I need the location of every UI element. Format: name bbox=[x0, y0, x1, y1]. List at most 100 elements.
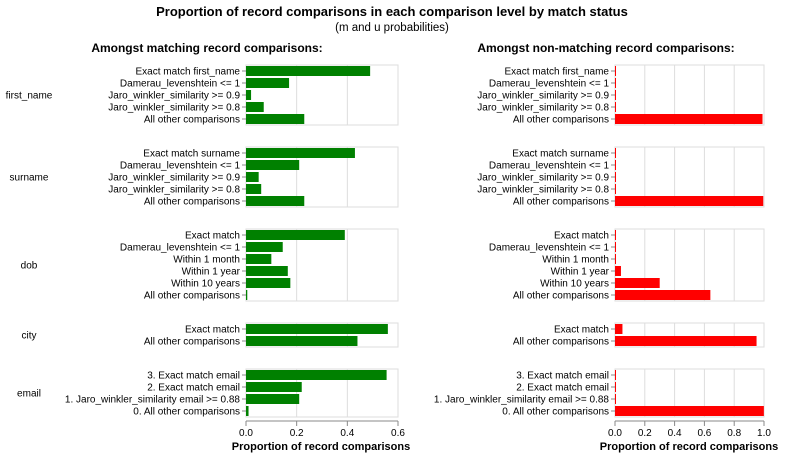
bar-non-matching-dob-4 bbox=[615, 278, 660, 288]
bar-non-matching-city-0 bbox=[615, 324, 623, 334]
bar-non-matching-dob-1 bbox=[615, 242, 616, 252]
bar-matching-email-1 bbox=[246, 382, 302, 392]
x-tick-label-non-matching-2: 0.4 bbox=[668, 428, 682, 439]
row-label-matching-dob-1: Damerau_levenshtein <= 1 bbox=[120, 243, 241, 254]
bar-non-matching-first_name-1 bbox=[615, 78, 616, 88]
bar-non-matching-dob-2 bbox=[615, 254, 616, 264]
panel-title-matching: Amongst matching record comparisons: bbox=[91, 41, 322, 55]
bar-matching-email-0 bbox=[246, 370, 387, 380]
x-tick-label-non-matching-4: 0.8 bbox=[727, 428, 741, 439]
bar-matching-email-2 bbox=[246, 394, 300, 404]
x-tick-label-matching-2: 0.4 bbox=[340, 428, 354, 439]
bar-matching-dob-0 bbox=[246, 230, 345, 240]
bar-matching-dob-5 bbox=[246, 290, 248, 300]
row-label-matching-first_name-2: Jaro_winkler_similarity >= 0.9 bbox=[108, 91, 240, 102]
bar-matching-dob-3 bbox=[246, 266, 288, 276]
group-label-dob: dob bbox=[21, 261, 38, 272]
row-label-non-matching-surname-4: All other comparisons bbox=[513, 197, 609, 208]
row-label-matching-email-3: 0. All other comparisons bbox=[133, 407, 240, 418]
row-label-non-matching-dob-0: Exact match bbox=[554, 231, 609, 242]
row-label-matching-first_name-4: All other comparisons bbox=[144, 115, 240, 126]
row-label-matching-dob-2: Within 1 month bbox=[173, 255, 240, 266]
bar-matching-first_name-0 bbox=[246, 66, 371, 76]
bar-non-matching-first_name-2 bbox=[615, 90, 616, 100]
bar-matching-first_name-2 bbox=[246, 90, 252, 100]
row-label-non-matching-email-0: 3. Exact match email bbox=[516, 371, 609, 382]
bar-non-matching-first_name-0 bbox=[615, 66, 616, 76]
row-label-non-matching-dob-3: Within 1 year bbox=[551, 267, 610, 278]
plot-frame-non-matching-dob bbox=[614, 228, 765, 302]
row-label-matching-dob-0: Exact match bbox=[185, 231, 240, 242]
plot-frame-matching-city bbox=[245, 322, 399, 348]
x-tick-label-non-matching-3: 0.6 bbox=[697, 428, 711, 439]
group-label-city: city bbox=[22, 331, 37, 342]
row-label-non-matching-first_name-2: Jaro_winkler_similarity >= 0.9 bbox=[477, 91, 609, 102]
plot-frame-non-matching-city bbox=[614, 322, 765, 348]
bar-matching-first_name-3 bbox=[246, 102, 264, 112]
row-label-non-matching-email-2: 1. Jaro_winkler_similarity email >= 0.88 bbox=[434, 395, 610, 406]
row-label-matching-surname-1: Damerau_levenshtein <= 1 bbox=[120, 161, 241, 172]
row-label-non-matching-dob-1: Damerau_levenshtein <= 1 bbox=[489, 243, 610, 254]
plot-frame-non-matching-email bbox=[614, 368, 765, 418]
bar-non-matching-email-3 bbox=[615, 406, 764, 416]
row-label-non-matching-email-3: 0. All other comparisons bbox=[502, 407, 609, 418]
row-label-non-matching-dob-4: Within 10 years bbox=[540, 279, 609, 290]
bar-non-matching-city-1 bbox=[615, 336, 757, 346]
bar-non-matching-first_name-4 bbox=[615, 114, 763, 124]
row-label-non-matching-surname-3: Jaro_winkler_similarity >= 0.8 bbox=[477, 185, 609, 196]
bar-non-matching-dob-5 bbox=[615, 290, 711, 300]
group-label-first_name: first_name bbox=[6, 91, 53, 102]
row-label-non-matching-dob-5: All other comparisons bbox=[513, 291, 609, 302]
bar-matching-dob-1 bbox=[246, 242, 283, 252]
bar-matching-city-0 bbox=[246, 324, 388, 334]
bar-non-matching-dob-3 bbox=[615, 266, 621, 276]
bar-non-matching-surname-0 bbox=[615, 148, 616, 158]
bar-matching-surname-2 bbox=[246, 172, 259, 182]
row-label-matching-surname-4: All other comparisons bbox=[144, 197, 240, 208]
x-tick-label-matching-0: 0.0 bbox=[239, 428, 253, 439]
row-label-matching-dob-3: Within 1 year bbox=[182, 267, 241, 278]
row-label-matching-first_name-3: Jaro_winkler_similarity >= 0.8 bbox=[108, 103, 240, 114]
plot-frame-matching-dob bbox=[245, 228, 399, 302]
row-label-matching-city-1: All other comparisons bbox=[144, 337, 240, 348]
bar-matching-dob-2 bbox=[246, 254, 272, 264]
bar-matching-first_name-1 bbox=[246, 78, 290, 88]
x-tick-label-matching-1: 0.2 bbox=[290, 428, 304, 439]
row-label-matching-first_name-1: Damerau_levenshtein <= 1 bbox=[120, 79, 241, 90]
group-label-email: email bbox=[17, 389, 41, 400]
row-label-matching-surname-3: Jaro_winkler_similarity >= 0.8 bbox=[108, 185, 240, 196]
row-label-non-matching-surname-2: Jaro_winkler_similarity >= 0.9 bbox=[477, 173, 609, 184]
bar-matching-email-3 bbox=[246, 406, 249, 416]
bar-matching-first_name-4 bbox=[246, 114, 305, 124]
bar-matching-surname-3 bbox=[246, 184, 262, 194]
row-label-matching-surname-0: Exact match surname bbox=[143, 149, 240, 160]
row-label-matching-dob-5: All other comparisons bbox=[144, 291, 240, 302]
row-label-non-matching-surname-1: Damerau_levenshtein <= 1 bbox=[489, 161, 610, 172]
x-tick-label-matching-3: 0.6 bbox=[391, 428, 405, 439]
bar-matching-dob-4 bbox=[246, 278, 291, 288]
row-label-non-matching-email-1: 2. Exact match email bbox=[516, 383, 609, 394]
bar-matching-city-1 bbox=[246, 336, 358, 346]
bar-non-matching-email-0 bbox=[615, 370, 616, 380]
bar-non-matching-surname-4 bbox=[615, 196, 764, 206]
row-label-matching-email-2: 1. Jaro_winkler_similarity email >= 0.88 bbox=[65, 395, 241, 406]
bar-non-matching-surname-1 bbox=[615, 160, 616, 170]
row-label-non-matching-first_name-0: Exact match first_name bbox=[505, 67, 610, 78]
x-tick-label-non-matching-5: 1.0 bbox=[757, 428, 771, 439]
row-label-non-matching-city-0: Exact match bbox=[554, 325, 609, 336]
bar-matching-surname-0 bbox=[246, 148, 355, 158]
bar-non-matching-dob-0 bbox=[615, 230, 616, 240]
bar-non-matching-first_name-3 bbox=[615, 102, 616, 112]
bar-non-matching-email-1 bbox=[615, 382, 616, 392]
x-axis-title-matching: Proportion of record comparisons bbox=[232, 441, 410, 453]
chart-subtitle: (m and u probabilities) bbox=[335, 22, 449, 34]
bar-matching-surname-4 bbox=[246, 196, 305, 206]
row-label-non-matching-first_name-4: All other comparisons bbox=[513, 115, 609, 126]
x-tick-label-non-matching-1: 0.2 bbox=[638, 428, 652, 439]
panel-title-non-matching: Amongst non-matching record comparisons: bbox=[477, 41, 734, 55]
bar-matching-surname-1 bbox=[246, 160, 300, 170]
chart-title: Proportion of record comparisons in each… bbox=[156, 4, 628, 19]
x-axis-title-non-matching: Proportion of record comparisons bbox=[600, 441, 778, 453]
plot-frame-matching-email bbox=[245, 368, 399, 418]
